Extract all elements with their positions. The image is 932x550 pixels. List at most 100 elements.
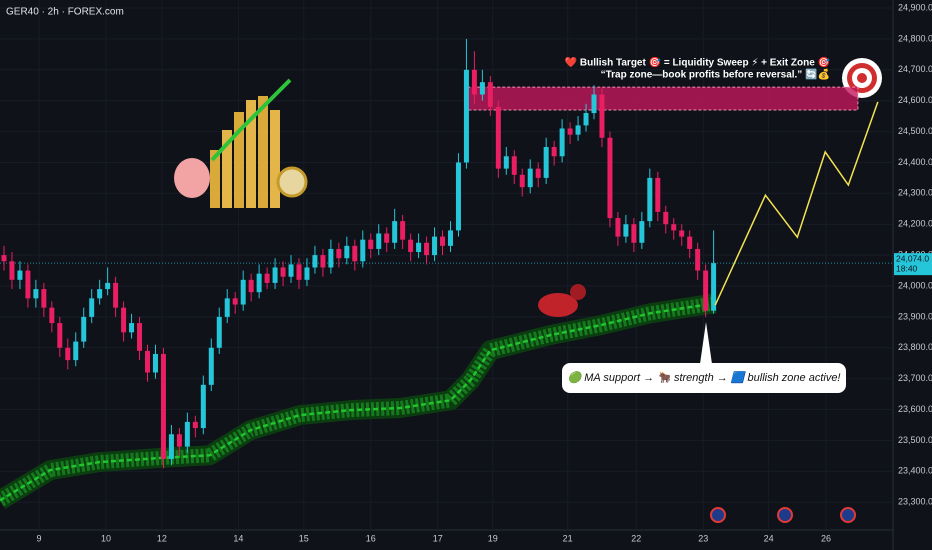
candle-body: [113, 282, 119, 308]
y-tick-label: 23,800.0: [898, 342, 932, 352]
candle-body: [567, 128, 573, 135]
candle-body: [216, 316, 222, 348]
candle-body: [336, 248, 342, 259]
callout-box: [562, 363, 846, 393]
candle-body: [264, 273, 270, 283]
candle-body: [424, 242, 430, 256]
candle-body: [129, 323, 135, 333]
candle-body: [208, 347, 214, 385]
candle-body: [248, 279, 254, 293]
candle-body: [384, 233, 390, 243]
y-tick-label: 24,300.0: [898, 188, 932, 198]
candle-body: [152, 353, 158, 373]
candle-body: [192, 421, 198, 429]
candle-body: [503, 156, 509, 169]
candle-body: [711, 263, 717, 311]
y-tick-label: 24,600.0: [898, 95, 932, 105]
x-tick-label: 16: [366, 533, 376, 543]
y-tick-label: 23,300.0: [898, 497, 932, 507]
last-price-badge: [894, 253, 932, 276]
chart-title: GER40 · 2h · FOREX.com: [6, 7, 124, 18]
candle-body: [647, 177, 653, 222]
candle-body: [328, 248, 334, 268]
candle-body: [368, 239, 374, 249]
y-tick-label: 23,500.0: [898, 435, 932, 445]
candle-body: [121, 307, 127, 333]
candle-body: [41, 289, 47, 308]
candle-body: [559, 128, 565, 157]
candle-body: [487, 82, 493, 107]
candle-body: [232, 298, 238, 305]
candle-body: [495, 106, 501, 169]
candle-body: [256, 273, 262, 293]
candle-body: [296, 264, 302, 280]
candle-body: [304, 267, 310, 280]
candle-body: [511, 156, 517, 175]
candle-body: [1, 255, 7, 262]
annotation: ❤️ Bullish Target 🎯 = Liquidity Sweep ⚡ …: [565, 57, 831, 69]
candle-body: [320, 255, 326, 268]
candle-body: [200, 384, 206, 429]
candle-body: [535, 168, 541, 178]
candle-body: [655, 177, 661, 212]
candle-body: [671, 224, 677, 231]
candle-body: [631, 224, 637, 243]
candle-body: [344, 245, 350, 259]
candle-body: [623, 224, 629, 237]
candle-body: [288, 264, 294, 277]
candle-body: [543, 147, 549, 178]
candle-body: [440, 236, 446, 246]
candle-body: [527, 168, 533, 188]
candle-body: [25, 270, 31, 299]
candle-body: [312, 255, 318, 268]
y-tick-label: 24,400.0: [898, 157, 932, 167]
x-tick-label: 10: [101, 533, 111, 543]
x-tick-label: 24: [764, 533, 774, 543]
decor-coins: [174, 78, 308, 208]
candle-body: [447, 230, 453, 246]
y-tick-label: 23,600.0: [898, 404, 932, 414]
callout-text: 🟢 MA support → 🐂 strength → 🟦 bullish zo…: [567, 371, 840, 384]
x-tick-label: 14: [233, 533, 243, 543]
candle-body: [145, 350, 151, 373]
candle-body: [280, 267, 286, 277]
candle-body: [9, 261, 15, 280]
candle-body: [105, 282, 111, 290]
candle-body: [81, 316, 87, 342]
y-tick-label: 24,500.0: [898, 126, 932, 136]
ma-band-edge: [0, 296, 717, 507]
countdown-label: 18:40: [896, 263, 918, 273]
candle-body: [57, 323, 63, 348]
x-tick-label: 9: [37, 533, 42, 543]
candle-body: [432, 236, 438, 256]
candle-body: [599, 94, 605, 138]
candle-body: [615, 218, 621, 237]
candle-body: [97, 289, 103, 299]
candle-body: [160, 353, 166, 459]
x-tick-label: 23: [698, 533, 708, 543]
y-tick-label: 24,200.0: [898, 219, 932, 229]
candle-body: [639, 221, 645, 243]
candle-body: [272, 267, 278, 283]
x-tick-label: 17: [433, 533, 443, 543]
candle-body: [575, 125, 581, 135]
decor-bull: [538, 284, 586, 317]
candle-body: [17, 270, 23, 280]
candle-body: [551, 147, 557, 157]
candle-body: [591, 94, 597, 114]
candle-body: [607, 137, 613, 219]
decor-target: [842, 58, 882, 98]
candle-body: [416, 242, 422, 253]
candle-body: [519, 174, 525, 188]
candle-body: [583, 113, 589, 126]
x-tick-label: 15: [299, 533, 309, 543]
x-tick-label: 26: [821, 533, 831, 543]
decor-events: [710, 507, 856, 523]
candle-body: [695, 248, 701, 271]
candle-body: [679, 230, 685, 237]
candle-body: [455, 162, 461, 231]
candle-body: [65, 347, 71, 361]
target-zone: [466, 86, 859, 111]
projection-line: [714, 101, 879, 306]
